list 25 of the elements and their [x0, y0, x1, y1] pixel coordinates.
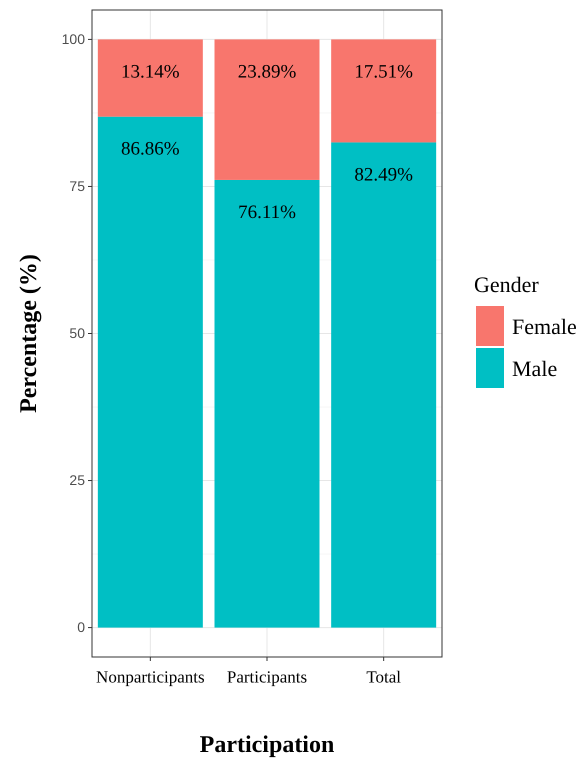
- data-label: 86.86%: [121, 138, 180, 160]
- legend-label: Male: [512, 356, 558, 381]
- bar: [98, 39, 203, 117]
- data-label: 13.14%: [121, 61, 180, 82]
- legend-label: Female: [512, 314, 577, 339]
- bar: [214, 39, 320, 180]
- y-tick-label: 25: [69, 472, 86, 488]
- data-label: 17.51%: [354, 61, 414, 82]
- bar: [331, 142, 436, 628]
- x-tick-label: Nonparticipants: [96, 668, 205, 687]
- bar: [214, 180, 320, 628]
- legend-title: Gender: [474, 272, 540, 297]
- x-axis-title: Participation: [200, 732, 334, 758]
- x-tick-label: Total: [366, 668, 402, 687]
- y-tick-label: 50: [69, 324, 86, 341]
- data-label: 82.49%: [354, 164, 414, 186]
- y-tick-label: 75: [69, 178, 86, 194]
- y-tick-label: 0: [77, 619, 86, 636]
- y-tick-label: 100: [62, 30, 86, 47]
- x-tick-label: Participants: [226, 668, 308, 687]
- bar: [98, 116, 203, 628]
- data-label: 76.11%: [238, 202, 296, 223]
- bar: [331, 39, 436, 142]
- y-axis-title: Percentage (%): [16, 254, 42, 413]
- data-label: 23.89%: [238, 61, 296, 82]
